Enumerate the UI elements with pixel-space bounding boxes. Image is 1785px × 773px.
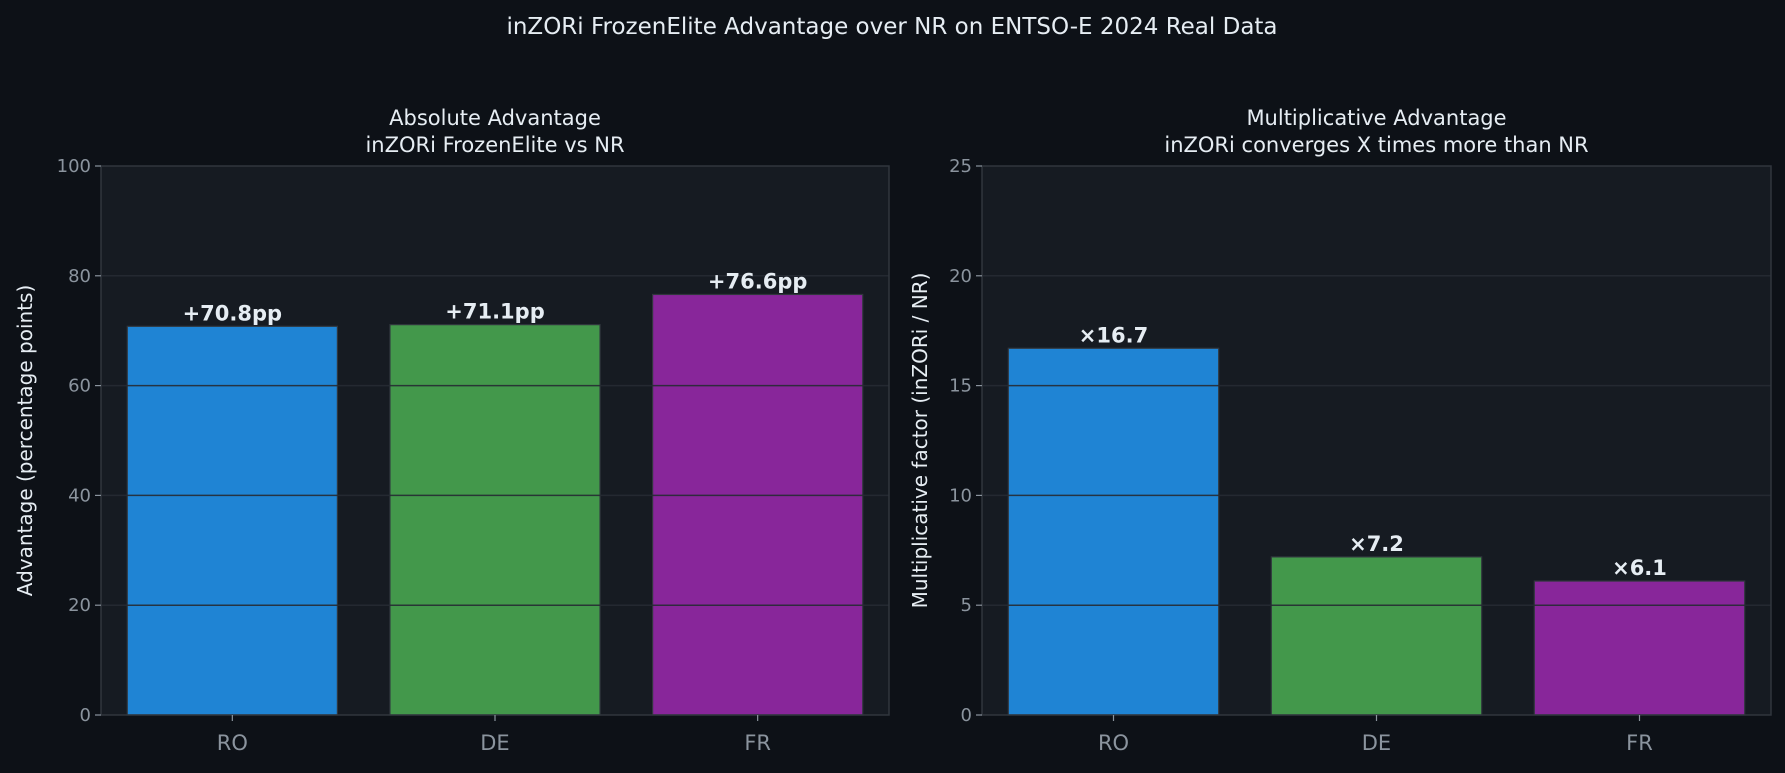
chart-title-line: Multiplicative Advantage	[1246, 106, 1506, 130]
data-label: +76.6pp	[708, 269, 807, 293]
data-label: +70.8pp	[183, 301, 282, 325]
y-tick-label: 40	[68, 485, 91, 506]
chart-title-line: inZORi FrozenElite vs NR	[365, 133, 624, 157]
x-tick-label: RO	[1098, 731, 1129, 755]
y-tick-label: 25	[949, 156, 972, 177]
y-tick-label: 10	[949, 485, 972, 506]
y-tick-label: 80	[68, 266, 91, 287]
data-label: ×16.7	[1079, 323, 1148, 347]
x-tick-label: FR	[1626, 731, 1653, 755]
x-tick-label: DE	[1362, 731, 1391, 755]
data-label: ×7.2	[1349, 532, 1404, 556]
y-tick-label: 20	[68, 595, 91, 616]
x-tick-label: DE	[480, 731, 509, 755]
chart-title-line: inZORi converges X times more than NR	[1164, 133, 1588, 157]
bar-fr	[651, 293, 864, 716]
x-tick-label: RO	[217, 731, 248, 755]
y-axis-label: Advantage (percentage points)	[13, 285, 37, 597]
y-tick-label: 0	[80, 705, 91, 726]
bar-de	[389, 324, 601, 716]
figure-title: inZORi FrozenElite Advantage over NR on …	[506, 14, 1277, 40]
y-tick-label: 5	[961, 595, 972, 616]
chart-panel-2: Multiplicative Advantage inZORi converges…	[908, 106, 1772, 755]
data-label: ×6.1	[1612, 556, 1667, 580]
bar-ro	[1007, 347, 1220, 716]
y-tick-label: 60	[68, 376, 91, 397]
y-tick-label: 0	[961, 705, 972, 726]
y-tick-label: 20	[949, 266, 972, 287]
x-tick-label: FR	[744, 731, 771, 755]
y-axis-label: Multiplicative factor (inZORi / NR)	[908, 273, 932, 609]
chart-title-line: Absolute Advantage	[389, 106, 601, 130]
bar-de	[1270, 556, 1483, 716]
chart-panel-1: Absolute Advantage inZORi FrozenElite vs …	[13, 106, 890, 755]
bar-fr	[1533, 580, 1746, 716]
y-tick-label: 100	[57, 156, 91, 177]
bar-ro	[126, 325, 339, 716]
y-tick-label: 15	[949, 376, 972, 397]
data-label: +71.1pp	[445, 300, 544, 324]
